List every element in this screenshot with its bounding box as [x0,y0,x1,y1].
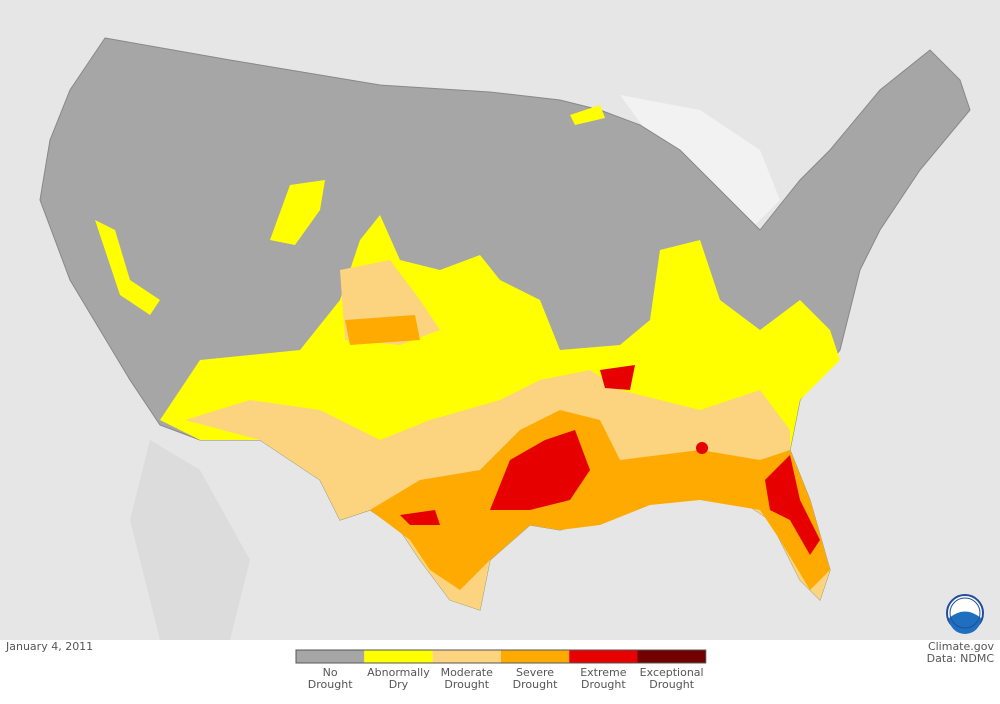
legend-label: Drought [513,678,558,691]
abnormally-dry-area [570,105,605,125]
extreme-drought-area [490,430,590,510]
legend-label: Extreme [580,666,627,679]
logo-wave [949,611,981,634]
legend-label: Abnormally [367,666,430,679]
legend-swatch [500,650,570,663]
legend-label: Exceptional [640,666,704,679]
legend: NoDroughtAbnormallyDryModerateDroughtSev… [295,649,707,691]
severe-drought-area [345,315,420,345]
legend-label: Drought [308,678,353,691]
noaa-logo [946,594,984,634]
logo-inner [949,597,981,629]
legend-swatch [364,650,433,663]
legend-swatch [637,650,706,663]
legend-label: Drought [649,678,694,691]
credit-site: Climate.gov [928,640,995,653]
extreme-drought-area [600,365,635,390]
legend-label: Moderate [441,666,494,679]
severe-drought-area [370,410,830,590]
map-date: January 4, 2011 [5,640,93,653]
legend-swatch [432,650,501,663]
drought-areas [95,105,840,610]
extreme-drought-area [400,510,440,525]
legend-swatch [569,650,638,663]
legend-label: Dry [389,678,409,691]
abnormally-dry-area [95,220,160,315]
legend-label: Drought [581,678,626,691]
legend-label: Severe [516,666,554,679]
legend-swatch [296,650,365,663]
credit-source: Data: NDMC [927,652,995,665]
abnormally-dry-area [270,180,325,245]
extreme-drought-area [765,455,820,555]
legend-label: Drought [444,678,489,691]
legend-label: No [323,666,338,679]
mexico-land [130,440,250,640]
extreme-drought-area [696,442,708,454]
great-lakes-region [620,95,780,240]
legend-border [295,649,707,664]
